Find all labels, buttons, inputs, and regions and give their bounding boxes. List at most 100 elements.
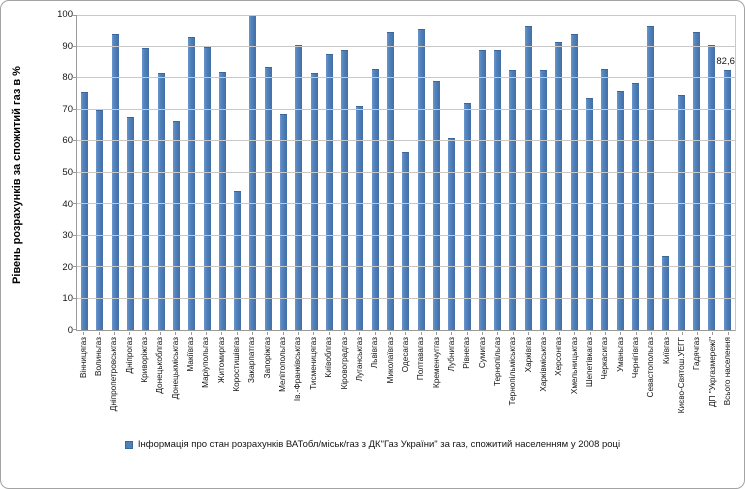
bar-cell xyxy=(199,15,214,330)
x-tick-cell xyxy=(598,332,613,336)
y-axis-tick-labels: 0 10 20 30 40 50 60 70 80 90 100 xyxy=(29,10,73,336)
x-axis-tick-mark xyxy=(466,332,468,335)
y-axis-tick-label: 80 xyxy=(62,72,73,84)
bar-cell xyxy=(368,15,383,330)
x-axis-category-label: Одесагаз xyxy=(400,337,410,373)
x-axis-category-label: Житомиргаз xyxy=(216,337,226,384)
x-axis-category-label: Тернопільміськгаз xyxy=(508,337,518,406)
legend-series-label: Інформація про стан розрахунків ВАТобл/м… xyxy=(137,439,621,450)
x-label-cell: Сумигаз xyxy=(475,337,490,437)
x-axis-category-label: Севастопольгаз xyxy=(646,337,656,398)
bar xyxy=(585,98,593,330)
x-axis-tick-mark xyxy=(650,332,652,335)
bar xyxy=(662,255,670,330)
x-tick-cell xyxy=(199,332,214,336)
x-axis-tick-mark xyxy=(451,332,453,335)
x-label-cell: Криворіжгаз xyxy=(137,337,152,437)
y-axis-tick-label: 70 xyxy=(62,103,73,115)
bar-cell xyxy=(628,15,643,330)
x-tick-cell xyxy=(337,332,352,336)
bar xyxy=(325,54,333,330)
x-tick-cell xyxy=(245,332,260,336)
bar-cell xyxy=(276,15,291,330)
x-axis-category-label: Дніпропетровськгаз xyxy=(109,337,119,412)
bars-container: 82,6 xyxy=(77,15,735,330)
x-axis-tick-mark xyxy=(727,332,729,335)
x-axis-tick-mark xyxy=(436,332,438,335)
gridline xyxy=(77,203,735,204)
bar xyxy=(203,46,211,330)
x-label-cell: Вінницягаз xyxy=(76,337,91,437)
y-axis-tick-label: 10 xyxy=(62,293,73,305)
y-axis-tick-label: 40 xyxy=(62,198,73,210)
x-label-cell: Чернігівгаз xyxy=(628,337,643,437)
bar xyxy=(570,33,578,330)
x-axis-tick-mark xyxy=(635,332,637,335)
x-axis-tick-mark xyxy=(328,332,330,335)
x-axis-category-label: Запоріжгаз xyxy=(262,337,272,379)
bar xyxy=(555,41,563,330)
x-tick-cell xyxy=(122,332,137,336)
x-label-cell: Волиньгаз xyxy=(91,337,106,437)
gridline xyxy=(77,234,735,236)
x-axis-tick-marks xyxy=(76,332,736,336)
bar xyxy=(693,32,701,330)
x-axis-tick-mark xyxy=(405,332,407,335)
bar-cell xyxy=(475,15,490,330)
bar xyxy=(723,69,731,330)
bar xyxy=(463,103,471,330)
x-axis-tick-mark xyxy=(681,332,683,335)
bar-cell xyxy=(704,15,719,330)
x-tick-cell xyxy=(214,332,229,336)
bar xyxy=(356,106,364,330)
y-axis-tick-label: 100 xyxy=(57,9,73,20)
bar xyxy=(371,68,379,330)
bar xyxy=(402,152,410,330)
y-axis-tick-label: 50 xyxy=(62,167,73,178)
bar-cell xyxy=(138,15,153,330)
x-axis-tick-mark xyxy=(359,332,361,335)
bar-cell xyxy=(689,15,704,330)
y-axis-tick-mark xyxy=(72,203,77,204)
bar xyxy=(417,29,425,330)
bar-cell xyxy=(306,15,321,330)
bar xyxy=(432,81,440,330)
x-tick-cell xyxy=(107,332,122,336)
y-axis-tick-label: 0 xyxy=(67,325,73,336)
x-axis-tick-mark xyxy=(313,332,315,335)
x-axis-category-label: Черкасигаз xyxy=(600,337,610,380)
x-label-cell: Кіровоградгаз xyxy=(337,337,352,437)
x-axis-tick-mark xyxy=(420,332,422,335)
x-axis-category-label: Шепетівкагаз xyxy=(585,337,595,388)
x-tick-cell xyxy=(414,332,429,336)
bar xyxy=(509,70,517,330)
y-axis-tick-label: 90 xyxy=(62,40,73,52)
x-tick-cell xyxy=(291,332,306,336)
x-axis-tick-mark xyxy=(221,332,223,335)
x-axis-tick-mark xyxy=(604,332,606,335)
x-label-cell: Рівнегаз xyxy=(460,337,475,437)
x-label-cell: Тернопільгаз xyxy=(490,337,505,437)
bar-cell xyxy=(322,15,337,330)
data-label: 82,6 xyxy=(716,55,735,67)
bar-cell xyxy=(92,15,107,330)
bar xyxy=(295,44,303,330)
x-label-cell: Харківгаз xyxy=(521,337,536,437)
x-axis-category-label: Лубнигаз xyxy=(446,337,456,372)
bar xyxy=(280,114,287,330)
x-tick-cell xyxy=(153,332,168,336)
x-axis-tick-mark xyxy=(528,332,530,335)
x-axis-tick-mark xyxy=(589,332,591,335)
bar-cell xyxy=(490,15,505,330)
bar-cell xyxy=(230,15,245,330)
x-tick-cell xyxy=(352,332,367,336)
x-label-cell: Донецькоблгаз xyxy=(153,337,168,437)
y-axis-tick-mark xyxy=(72,266,77,267)
x-tick-cell xyxy=(613,332,628,336)
x-tick-cell xyxy=(674,332,689,336)
x-axis-category-label: Херсонгаз xyxy=(554,337,564,376)
x-tick-cell xyxy=(306,332,321,336)
x-axis-tick-mark xyxy=(267,332,269,335)
x-label-cell: Маріупольгаз xyxy=(199,337,214,437)
